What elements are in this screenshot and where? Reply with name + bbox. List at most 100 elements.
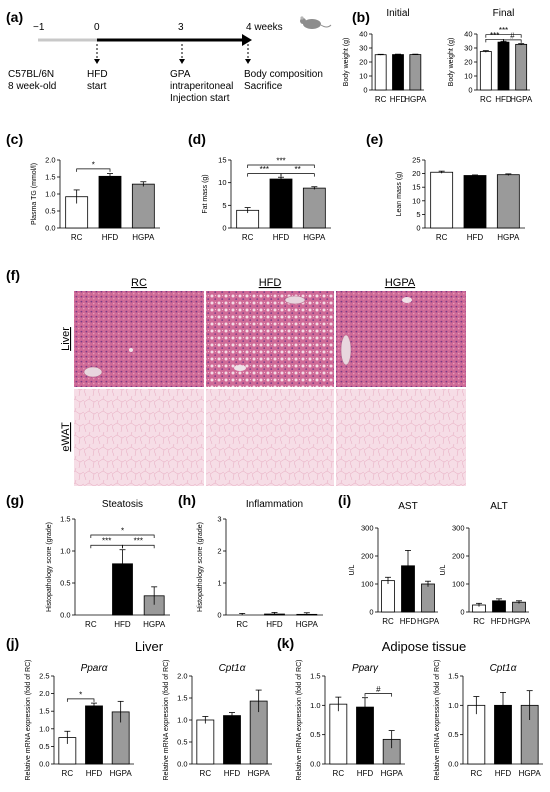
chart-i1-xtick-label: RC (382, 617, 394, 626)
chart-b2-ytick-label: 20 (464, 58, 472, 67)
chart-j1-xtick-label: RC (62, 769, 74, 778)
panel-label-a: (a) (6, 9, 23, 25)
panel-label-i: (i) (338, 492, 351, 508)
chart-k1-ylabel: Relative mRNA expression (fold of RC) (296, 660, 303, 781)
chart-b2-bar-rc (479, 51, 492, 91)
ewat-hgpa-image (336, 389, 466, 486)
chart-h-ytick-label: 1 (217, 579, 221, 588)
chart-d-sig-label: ** (295, 165, 301, 174)
chart-c-xtick-label: HFD (102, 233, 119, 242)
chart-b2-ytick-label: 0 (468, 86, 472, 95)
timeline-arrowhead (242, 34, 252, 46)
timeline-note-start-line2: 8 week-old (8, 81, 56, 92)
histology-row-liver: Liver (60, 327, 72, 351)
chart-i1-bar-rc (381, 580, 395, 613)
timeline-note-gpa-line2: intraperitoneal (170, 81, 233, 92)
chart-b2-xtick-label: HGPA (510, 95, 533, 104)
chart-k1-bar-rc (329, 703, 348, 765)
histology-col-rc: RC (131, 277, 147, 289)
chart-h-ytick-label: 3 (217, 515, 221, 524)
chart-i2-xtick-label: HFD (491, 617, 508, 626)
chart-d-bar-hgpa (302, 187, 326, 229)
chart-k2-ytick-label: 1.0 (448, 701, 458, 710)
chart-k1-xtick-label: HFD (357, 769, 374, 778)
chart-b2-ytick-label: 10 (464, 72, 472, 81)
chart-k1-ytick-label: 0.5 (310, 730, 320, 739)
chart-j2-ytick-label: 0.0 (177, 760, 187, 769)
chart-b2-bar-hfd (497, 41, 510, 91)
histology-col-hgpa: HGPA (385, 277, 416, 289)
chart-e-xtick-label: HGPA (497, 233, 520, 242)
panel-label-k: (k) (277, 635, 294, 651)
chart-k1-ytick-label: 1.5 (310, 672, 320, 681)
panel-label-c: (c) (6, 131, 23, 147)
histology-row-ewat: eWAT (60, 422, 72, 452)
chart-k1-title: Pparγ (352, 663, 379, 674)
panel-label-f: (f) (6, 267, 20, 283)
chart-j2-ytick-label: 1.0 (177, 716, 187, 725)
chart-g-title: Steatosis (102, 499, 143, 510)
chart-d-sig-label: *** (260, 165, 269, 174)
chart-i1-ytick-label: 100 (361, 580, 374, 589)
chart-c-ylabel: Plasma TG (mmol/l) (31, 163, 38, 225)
chart-j1-ytick-label: 0.0 (39, 760, 49, 769)
chart-b2-sig-label: *** (490, 31, 499, 40)
timeline: −1 0 3 4 weeks C57BL/6N 8 week-old HFD s… (8, 16, 332, 104)
chart-i2-xtick-label: HGPA (508, 617, 531, 626)
chart-j2-bar-hfd (223, 715, 241, 765)
chart-j2-xtick-label: RC (200, 769, 212, 778)
chart-g-ytick-label: 0.5 (60, 579, 70, 588)
chart-j2-xtick-label: HGPA (248, 769, 271, 778)
chart-i2-ylabel: U/L (440, 564, 447, 575)
chart-j1-ytick-label: 2.5 (39, 672, 49, 681)
chart-j2-ytick-label: 0.5 (177, 738, 187, 747)
panel-k-group-title: Adipose tissue (382, 639, 467, 654)
chart-j2-xtick-label: HFD (224, 769, 241, 778)
chart-h-ylabel: Histopathology score (grade) (197, 522, 204, 612)
timeline-tick-minus1: −1 (33, 22, 45, 33)
chart-e-ytick-label: 0 (416, 224, 420, 233)
chart-j1-xtick-label: HFD (86, 769, 103, 778)
liver-hgpa-image (336, 291, 466, 387)
chart-b1-xtick-label: HFD (390, 95, 407, 104)
chart-h-ytick-label: 0 (217, 611, 221, 620)
chart-g-ytick-label: 1.0 (60, 547, 70, 556)
chart-i1-ylabel: U/L (349, 564, 356, 575)
timeline-note-gpa-line1: GPA (170, 69, 191, 80)
chart-b2-xtick-label: RC (480, 95, 492, 104)
chart-k1: 0.0 0.5 1.0 1.5 Relative mRNA expression (fo… (296, 660, 405, 781)
liver-hfd-vessel (284, 295, 306, 305)
chart-b2-bar-hgpa (515, 43, 528, 91)
chart-e-xtick-label: RC (436, 233, 448, 242)
chart-k2-ytick-label: 1.5 (448, 672, 458, 681)
chart-e: 0 5 10 15 20 25 Lean mass (g) RC HFD HGPA (396, 156, 525, 242)
liver-hgpa-vessel (340, 334, 352, 366)
chart-e-ylabel: Lean mass (g) (396, 172, 403, 217)
chart-i2-title: ALT (490, 501, 508, 512)
liver-hgpa-vessel-2 (402, 297, 412, 303)
chart-k1-ytick-label: 1.0 (310, 701, 320, 710)
chart-h-xtick-label: HFD (266, 620, 283, 629)
ewat-hfd-image (206, 389, 334, 486)
chart-d-ytick-label: 15 (218, 156, 226, 165)
chart-j2-ytick-label: 1.5 (177, 694, 187, 703)
chart-j2-ylabel: Relative mRNA expression (fold of RC) (163, 660, 170, 781)
chart-j2: 0.0 0.5 1.0 1.5 2.0 Relative mRNA expression … (163, 660, 272, 781)
chart-e-ytick-label: 25 (412, 156, 420, 165)
chart-d-sig-bracket (247, 164, 315, 168)
chart-i1: 0 100 200 300 U/L AST RC HFD HGPA (349, 501, 440, 626)
chart-j1-ytick-label: 1.0 (39, 724, 49, 733)
chart-b2-sig-bracket (503, 39, 522, 43)
chart-b1-ytick-label: 0 (363, 86, 367, 95)
chart-b1-bar-hfd (392, 54, 404, 91)
chart-b1-bar-hgpa (409, 54, 422, 91)
chart-b1-title: Initial (386, 8, 409, 19)
chart-b1-xtick-label: HGPA (404, 95, 427, 104)
timeline-note-hfd-line2: start (87, 81, 107, 92)
timeline-arrow-3-head (179, 59, 185, 64)
ewat-rc-image (74, 389, 204, 486)
liver-rc-vessel-small (129, 348, 133, 352)
chart-c-bar-hfd (98, 175, 122, 229)
